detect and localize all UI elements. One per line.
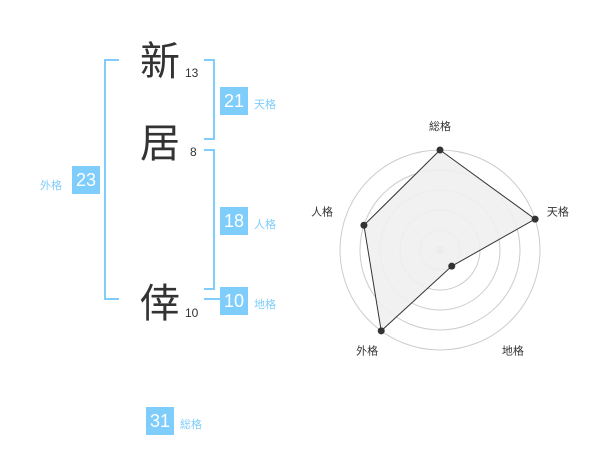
char-3-strokes: 10 [185,306,199,320]
chikaku-connector [204,298,220,300]
bracket-tick [104,59,119,61]
jinkaku-label: 人格 [254,218,276,231]
jinkaku-bracket [213,149,215,289]
tenkaku-label: 天格 [254,98,276,111]
char-3: 倖 [140,281,180,327]
bracket-tick [204,149,215,151]
radar-point [436,146,444,154]
radar-polygon [363,149,537,332]
char-1-strokes: 13 [185,66,199,80]
radar-axis-label: 人格 [311,205,333,219]
tenkaku-bracket [213,59,215,139]
radar-axis-label: 地格 [502,343,524,357]
tenkaku-value: 21 [220,87,248,115]
chikaku-value: 10 [220,287,248,315]
bracket-tick [104,298,119,300]
radar-point [360,221,368,229]
bracket-tick [204,288,215,290]
radar-point [448,262,456,270]
jinkaku-value: 18 [220,207,248,235]
gaikaku-value: 23 [72,166,100,194]
soukaku-value: 31 [146,407,174,435]
bracket-tick [204,138,215,140]
soukaku-label: 総格 [180,418,202,431]
gaikaku-bracket [104,59,106,300]
char-1: 新 [140,39,180,85]
radar-point [531,215,539,223]
chikaku-label: 地格 [254,298,276,311]
gaikaku-label: 外格 [40,179,62,192]
char-2: 居 [140,121,180,167]
radar-point [377,327,385,335]
char-2-strokes: 8 [190,145,197,159]
radar-axis-label: 総格 [429,119,451,133]
radar-axis-label: 天格 [547,205,569,219]
bracket-tick [204,59,215,61]
radar-axis-label: 外格 [356,343,378,357]
